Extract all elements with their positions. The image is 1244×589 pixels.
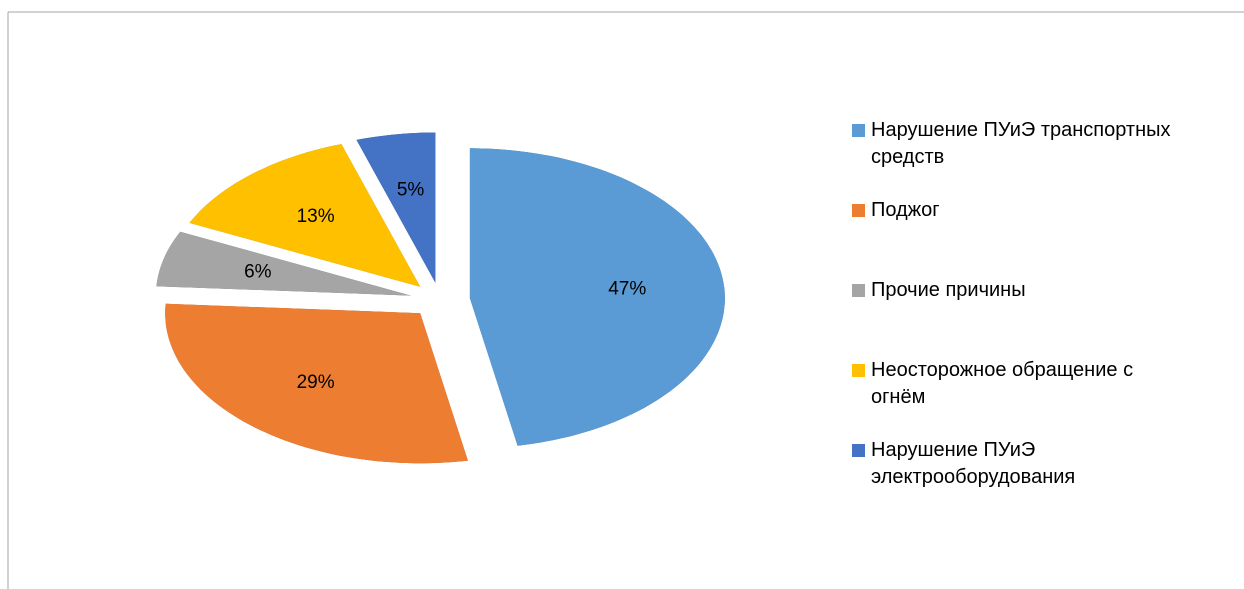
slice — [165, 303, 468, 464]
legend-label: Поджог — [871, 199, 940, 221]
legend-label: Неосторожное обращение с огнём — [871, 359, 1134, 408]
legend-swatch — [852, 444, 865, 457]
legend-item: Нарушение ПУиЭ электрооборудования — [852, 437, 1192, 491]
legend-item: Поджог — [852, 197, 1192, 224]
slice — [356, 132, 436, 283]
legend-label: Нарушение ПУиЭ электрооборудования — [871, 439, 1076, 488]
slice — [189, 144, 421, 287]
data-label: 47% — [608, 279, 646, 300]
slice — [469, 148, 725, 446]
legend-item: Прочие причины — [852, 277, 1192, 304]
data-label: 13% — [297, 206, 335, 227]
data-label: 6% — [244, 261, 272, 282]
legend-swatch — [852, 364, 865, 377]
legend-swatch — [852, 284, 865, 297]
pie: 47% 29% 6% 13% 5% — [156, 132, 725, 519]
data-label: 29% — [297, 372, 335, 393]
legend-label: Прочие причины — [871, 279, 1026, 301]
legend-swatch — [852, 124, 865, 137]
slice — [156, 231, 411, 296]
legend-label: Нарушение ПУиЭ транспортных средств — [871, 119, 1171, 168]
data-label: 5% — [397, 180, 425, 201]
legend-item: Неосторожное обращение с огнём — [852, 357, 1192, 411]
legend-swatch — [852, 204, 865, 217]
legend-item: Нарушение ПУиЭ транспортных средств — [852, 117, 1192, 171]
